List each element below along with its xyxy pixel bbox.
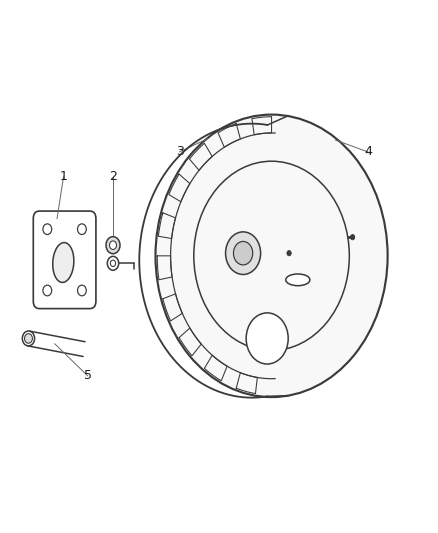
Text: 2: 2	[109, 171, 117, 183]
Ellipse shape	[53, 243, 74, 282]
Text: 3: 3	[176, 146, 184, 158]
Text: 5: 5	[84, 369, 92, 382]
Ellipse shape	[286, 274, 310, 286]
Circle shape	[110, 260, 116, 266]
Circle shape	[110, 241, 117, 249]
Circle shape	[233, 241, 253, 265]
Circle shape	[22, 331, 35, 346]
Circle shape	[350, 235, 355, 240]
Circle shape	[246, 313, 288, 364]
FancyBboxPatch shape	[33, 211, 96, 309]
Circle shape	[43, 285, 52, 296]
Circle shape	[25, 334, 32, 343]
Text: 1: 1	[60, 171, 67, 183]
Circle shape	[107, 256, 119, 270]
Circle shape	[43, 224, 52, 235]
Circle shape	[78, 285, 86, 296]
Text: 4: 4	[364, 146, 372, 158]
Circle shape	[106, 237, 120, 254]
Circle shape	[287, 251, 291, 256]
Circle shape	[78, 224, 86, 235]
Circle shape	[226, 232, 261, 274]
Circle shape	[155, 115, 388, 397]
Circle shape	[194, 161, 350, 351]
